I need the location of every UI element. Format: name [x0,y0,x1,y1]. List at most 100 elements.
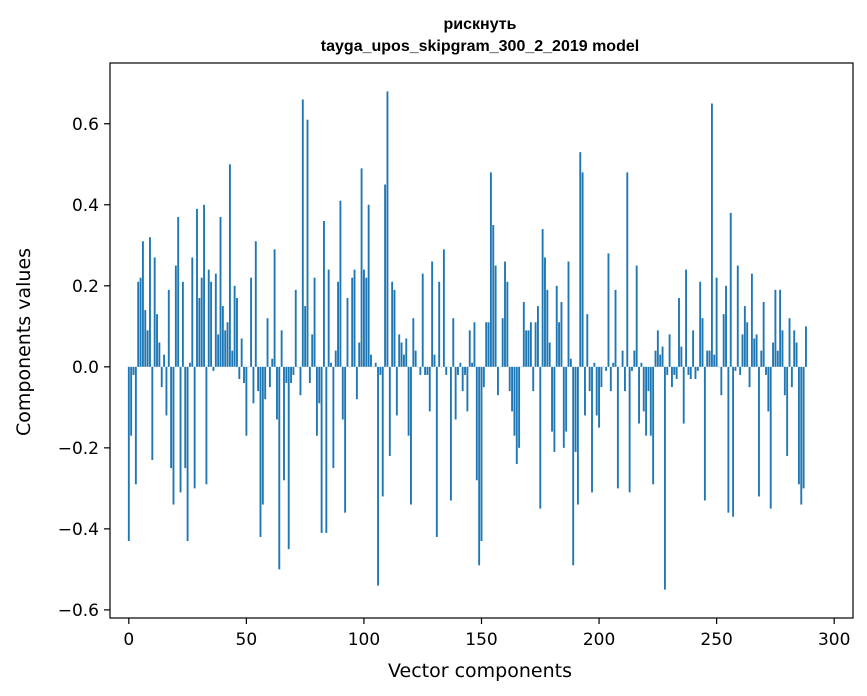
bar [398,334,401,367]
bar [344,366,347,513]
bar [189,362,191,367]
bar [261,366,264,505]
bar [304,306,307,367]
bar [748,366,751,388]
bar [541,229,544,367]
bar [569,358,572,367]
bar [358,342,361,367]
bar [671,366,673,388]
y-tick-label: −0.2 [58,439,99,459]
bar [640,362,643,367]
bar [252,366,255,404]
bar [407,366,410,436]
bar [405,338,408,367]
x-tick-label: 250 [700,630,732,650]
bar [165,366,168,416]
bar [153,257,156,367]
bar [743,306,746,367]
bar [788,318,791,367]
bar [795,342,798,367]
bar [386,91,389,367]
bar [565,366,568,432]
bar [224,330,227,367]
bar [377,366,379,586]
bar [273,249,276,367]
bar [193,366,196,489]
bar [243,366,245,384]
bar [584,366,586,416]
bar [572,366,575,566]
bar [529,322,532,367]
bar [464,366,466,375]
bar [703,366,706,501]
bar [221,306,224,367]
bar [555,285,558,367]
bar [553,366,556,452]
bar [722,314,725,367]
bar [325,366,328,533]
bar [426,366,429,375]
bar [661,346,664,367]
bar [685,269,687,367]
bar [783,366,786,396]
bar [156,314,158,367]
bar [494,265,497,367]
bar [793,330,796,367]
bar [294,289,297,367]
bar [614,289,617,367]
bar [666,366,669,375]
bar [482,366,485,388]
bar [179,366,182,493]
bar [318,366,321,404]
bar [623,366,626,392]
bar [797,366,800,485]
bar [746,322,749,367]
bar [715,277,718,367]
bar [402,354,405,367]
bar [741,334,744,367]
bar [513,366,516,436]
bar [207,269,210,367]
bar [370,354,372,367]
bar [591,366,593,493]
bar [551,366,553,432]
bar [645,366,648,436]
bar [638,366,640,424]
bar [713,354,716,367]
bar [654,350,657,367]
chart-title: рискнуть [444,16,517,33]
bar [351,277,354,367]
bar [588,366,591,392]
x-axis-label: Vector components [388,660,572,682]
bar [454,366,457,420]
bar [497,366,499,396]
bar [334,350,337,367]
bar [299,366,302,396]
bar [452,318,455,367]
bar [391,281,394,367]
bar [231,350,234,367]
bar [760,350,763,367]
bar [141,241,144,367]
bar [198,297,201,367]
bar [341,366,344,420]
bar [562,366,565,448]
bar [769,366,772,509]
bar [400,342,403,367]
bar [586,314,589,367]
bar [642,366,645,412]
bar [174,265,177,367]
bar [753,338,756,367]
bar [271,358,274,367]
bar [245,366,248,436]
x-tick-label: 0 [123,630,134,650]
y-tick-label: −0.4 [58,520,99,540]
bar [353,269,356,367]
bar [489,172,492,367]
bar [560,302,563,367]
bar [739,366,742,375]
bar [765,366,767,375]
y-tick-label: 0.4 [72,196,99,216]
bar [205,366,208,485]
